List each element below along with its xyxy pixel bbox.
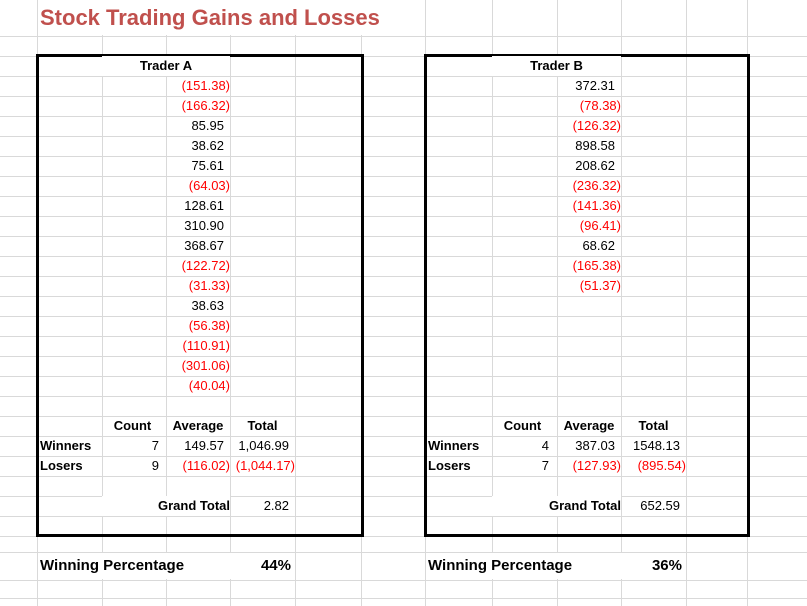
gridline: [295, 0, 296, 606]
value-cell[interactable]: 368.67: [184, 238, 224, 253]
value-cell[interactable]: (56.38): [188, 318, 230, 333]
losers-count[interactable]: 7: [541, 458, 549, 473]
gridline: [557, 0, 558, 606]
value-cell[interactable]: (110.91): [182, 338, 230, 353]
winners-label[interactable]: Winners: [428, 438, 480, 453]
value-cell[interactable]: 128.61: [184, 198, 224, 213]
trader-b-header[interactable]: Trader B: [492, 56, 621, 76]
gridline: [0, 598, 807, 599]
value-cell[interactable]: 68.62: [582, 238, 615, 253]
value-cell[interactable]: 75.61: [191, 158, 224, 173]
winners-total[interactable]: 1548.13: [633, 438, 680, 453]
gridline: [621, 0, 622, 606]
value-cell[interactable]: 38.63: [191, 298, 224, 313]
winners-label[interactable]: Winners: [40, 438, 92, 453]
gridline: [102, 0, 103, 606]
winners-average[interactable]: 387.03: [575, 438, 615, 453]
average-header[interactable]: Average: [563, 418, 615, 433]
grand-total-value[interactable]: 2.82: [263, 498, 289, 513]
winners-total[interactable]: 1,046.99: [238, 438, 289, 453]
trader-b-table-frame: [424, 54, 750, 537]
gridline: [492, 0, 493, 606]
value-cell[interactable]: (166.32): [181, 98, 230, 113]
value-cell[interactable]: (165.38): [572, 258, 621, 273]
grand-total-label[interactable]: Grand Total: [102, 496, 230, 516]
value-cell[interactable]: (301.06): [181, 358, 230, 373]
winning-percentage-label[interactable]: Winning Percentage: [40, 557, 185, 574]
gridline: [0, 552, 807, 553]
losers-average[interactable]: (116.02): [182, 458, 230, 473]
value-cell[interactable]: (78.38): [579, 98, 621, 113]
value-cell[interactable]: (122.72): [181, 258, 230, 273]
gridline: [166, 0, 167, 606]
grand-total-label[interactable]: Grand Total: [492, 496, 621, 516]
losers-count[interactable]: 9: [151, 458, 159, 473]
worksheet-title[interactable]: Stock Trading Gains and Losses: [40, 0, 386, 35]
total-header[interactable]: Total: [247, 418, 278, 433]
gridline: [686, 0, 687, 606]
losers-label[interactable]: Losers: [40, 458, 83, 473]
winners-count[interactable]: 7: [151, 438, 159, 453]
value-cell[interactable]: 898.58: [575, 138, 615, 153]
losers-total[interactable]: (895.54): [637, 458, 686, 473]
row-band: [38, 553, 295, 579]
value-cell[interactable]: (126.32): [572, 118, 621, 133]
value-cell[interactable]: 38.62: [191, 138, 224, 153]
winning-percentage-value[interactable]: 44%: [260, 557, 291, 574]
trader-a-header[interactable]: Trader A: [102, 56, 230, 76]
value-cell[interactable]: (40.04): [188, 378, 230, 393]
value-cell[interactable]: (141.36): [572, 198, 621, 213]
trader-a-table-frame: [36, 54, 364, 537]
winning-percentage-label[interactable]: Winning Percentage: [428, 557, 573, 574]
count-header[interactable]: Count: [503, 418, 542, 433]
losers-average[interactable]: (127.93): [572, 458, 621, 473]
grand-total-value[interactable]: 652.59: [640, 498, 680, 513]
winners-average[interactable]: 149.57: [184, 438, 224, 453]
gridline: [230, 0, 231, 606]
losers-label[interactable]: Losers: [428, 458, 471, 473]
winning-percentage-value[interactable]: 36%: [651, 557, 682, 574]
value-cell[interactable]: (236.32): [572, 178, 621, 193]
value-cell[interactable]: 372.31: [575, 78, 615, 93]
count-header[interactable]: Count: [113, 418, 152, 433]
winners-count[interactable]: 4: [541, 438, 549, 453]
value-cell[interactable]: (151.38): [181, 78, 230, 93]
gridline: [0, 580, 807, 581]
value-cell[interactable]: 208.62: [575, 158, 615, 173]
total-header[interactable]: Total: [638, 418, 669, 433]
value-cell[interactable]: (51.37): [579, 278, 621, 293]
value-cell[interactable]: 310.90: [184, 218, 224, 233]
losers-total[interactable]: (1,044.17): [235, 458, 295, 473]
value-cell[interactable]: (64.03): [188, 178, 230, 193]
value-cell[interactable]: 85.95: [191, 118, 224, 133]
value-cell[interactable]: (96.41): [579, 218, 621, 233]
average-header[interactable]: Average: [172, 418, 224, 433]
value-cell[interactable]: (31.33): [188, 278, 230, 293]
horizontal-gridlines: [0, 36, 807, 537]
row-band: [426, 553, 686, 579]
